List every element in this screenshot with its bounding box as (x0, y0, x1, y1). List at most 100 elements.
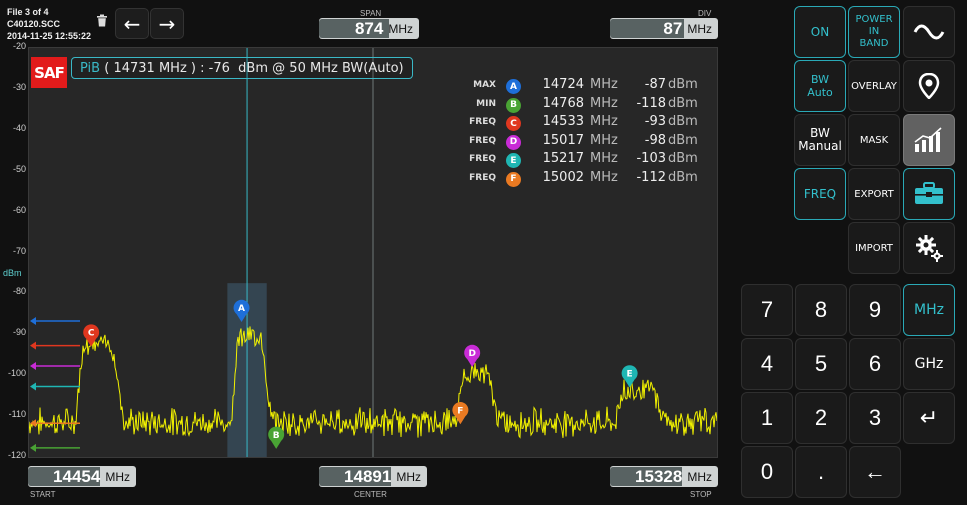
marker-freq-unit: MHz (590, 169, 618, 185)
marker-pin-f (452, 402, 469, 425)
saf-logo-text: SAF (34, 63, 65, 82)
y-tick-label: -20 (12, 41, 26, 51)
bw-auto-button[interactable]: BW Auto (794, 60, 846, 112)
backspace-icon: ← (864, 459, 886, 484)
trash-icon (97, 14, 107, 26)
key-8[interactable]: 8 (795, 284, 847, 336)
marker-amp: -98 (644, 132, 666, 148)
key-1[interactable]: 1 (741, 392, 793, 444)
y-tick-label: -100 (7, 368, 26, 379)
back-button[interactable]: ← (115, 8, 149, 39)
marker-freq-unit: MHz (590, 95, 618, 111)
stop-field[interactable]: 15328 MHz (610, 466, 718, 487)
enter-button[interactable]: ↵ (903, 392, 955, 444)
marker-freq: 14533 (542, 114, 584, 130)
span-unit: MHz (388, 21, 413, 36)
forward-arrow-icon: → (158, 11, 176, 36)
center-field[interactable]: 14891 MHz (319, 466, 427, 487)
mhz-button[interactable]: MHz (903, 284, 955, 336)
marker-amp: -93 (644, 114, 666, 130)
marker-amp: -112 (636, 169, 666, 185)
stop-value: 15328 (635, 466, 683, 486)
marker-pin-label: F (457, 406, 463, 416)
span-field-bg (319, 19, 389, 38)
spectrum-analyzer-icon (914, 127, 942, 152)
span-field[interactable]: 874 MHz (319, 18, 419, 39)
marker-type: FREQ (469, 154, 496, 165)
power-in-band-line2: IN (868, 26, 880, 37)
key-9[interactable]: 9 (849, 284, 901, 336)
key-6[interactable]: 6 (849, 338, 901, 390)
ghz-button[interactable]: GHz (903, 338, 955, 390)
marker-amp-unit: dBm (668, 151, 698, 167)
power-in-band-readout: PiB ( 14731 MHz ) : -76 dBm @ 50 MHz BW(… (71, 57, 413, 79)
backspace-button[interactable]: ← (849, 446, 901, 498)
stop-title: STOP (690, 490, 712, 499)
spectrum-trace (29, 326, 717, 439)
key-7[interactable]: 7 (741, 284, 793, 336)
span-value: 874 (354, 18, 384, 38)
key-2[interactable]: 2 (795, 392, 847, 444)
location-button[interactable] (903, 60, 955, 112)
marker-pin-a (233, 299, 250, 323)
marker-pin-b (268, 426, 285, 449)
div-unit: MHz (687, 21, 712, 36)
freq-button[interactable]: FREQ (794, 168, 846, 220)
pib-bw: 50 (289, 60, 306, 76)
key-0[interactable]: 0 (741, 446, 793, 498)
forward-button[interactable]: → (150, 8, 184, 39)
bw-manual-button[interactable]: BW Manual (794, 114, 846, 166)
key-label: 3 (868, 405, 882, 430)
key-5[interactable]: 5 (795, 338, 847, 390)
bw-manual-line2: Manual (798, 139, 842, 153)
key-3[interactable]: 3 (849, 392, 901, 444)
marker-type: MAX (473, 80, 496, 90)
file-index: File 3 of 4 (7, 7, 49, 17)
start-title: START (30, 490, 56, 499)
pib-sep: : (200, 60, 205, 76)
y-axis-unit: dBm (3, 268, 22, 278)
y-tick-label: -110 (8, 409, 26, 420)
spectrum-mode-button[interactable] (903, 114, 955, 166)
marker-amp-unit: dBm (668, 132, 698, 148)
delete-button[interactable] (92, 10, 112, 30)
marker-amp-unit: dBm (668, 77, 698, 92)
mask-button[interactable]: MASK (848, 114, 900, 166)
tools-button[interactable] (903, 168, 955, 220)
start-field-bg (28, 467, 100, 486)
start-field[interactable]: 14454 MHz (28, 466, 136, 487)
div-field[interactable]: 87 MHz (610, 18, 718, 39)
pib-bw-unit: MHz (309, 60, 338, 76)
overlay-button[interactable]: OVERLAY (848, 60, 900, 112)
import-label: IMPORT (855, 242, 893, 254)
marker-badge: D (506, 134, 521, 150)
span-title: SPAN (360, 9, 382, 18)
y-tick-label: -30 (12, 81, 26, 92)
start-value: 14454 (53, 466, 101, 486)
marker-type: MIN (476, 98, 496, 109)
export-button[interactable]: EXPORT (848, 168, 900, 220)
key-4[interactable]: 4 (741, 338, 793, 390)
y-tick-label: -120 (7, 450, 26, 460)
key-decimal[interactable]: . (795, 446, 847, 498)
settings-button[interactable] (903, 222, 955, 274)
file-name: C40120.SCC (7, 19, 61, 29)
on-button[interactable]: ON (794, 6, 846, 58)
marker-amp: -87 (644, 77, 666, 92)
import-button[interactable]: IMPORT (848, 222, 900, 274)
pib-prefix: PiB (80, 60, 101, 76)
key-label: 6 (868, 351, 882, 376)
waveform-button[interactable] (903, 6, 955, 58)
marker-freq: 15017 (542, 132, 584, 148)
freq-label: FREQ (803, 186, 837, 201)
marker-freq: 15217 (542, 151, 584, 167)
power-in-band-button[interactable]: POWER IN BAND (848, 6, 900, 58)
div-value: 87 (663, 18, 683, 38)
export-label: EXPORT (854, 188, 894, 200)
key-label: 0 (760, 459, 774, 484)
y-tick-label: -70 (12, 245, 26, 256)
y-tick-label: -60 (12, 204, 26, 215)
